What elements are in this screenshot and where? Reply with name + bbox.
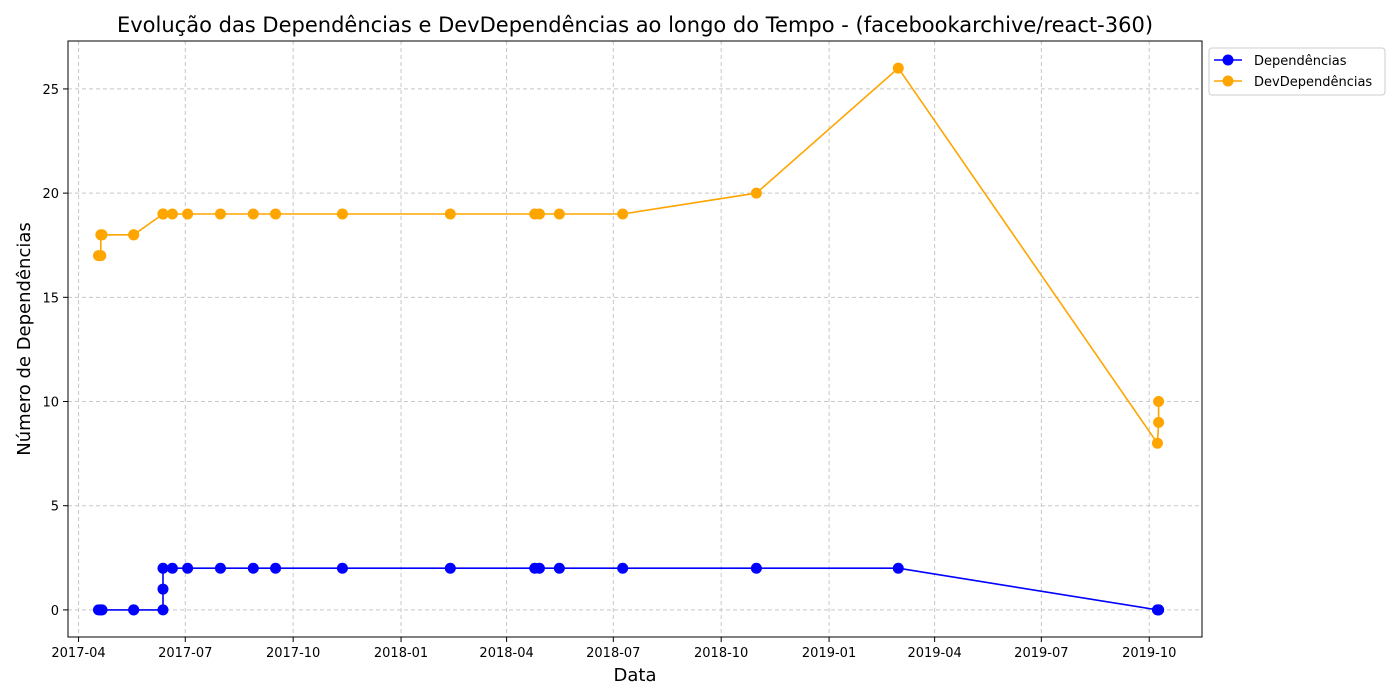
data-point bbox=[1153, 604, 1165, 616]
data-point bbox=[533, 208, 545, 220]
x-axis-ticks: 2017-04 2017-07 2017-10 2018-01 2018-04 2018-… bbox=[51, 637, 1176, 661]
data-point bbox=[270, 562, 282, 574]
x-tick-label: 2017-04 bbox=[51, 646, 105, 661]
data-point bbox=[157, 583, 169, 595]
data-point bbox=[336, 562, 348, 574]
data-point bbox=[247, 562, 259, 574]
data-point bbox=[1151, 437, 1163, 449]
data-point bbox=[1153, 416, 1165, 428]
y-axis-ticks: 0 5 10 15 20 25 bbox=[42, 83, 68, 619]
plot-area-frame bbox=[67, 40, 1203, 638]
data-point bbox=[95, 250, 107, 262]
legend-box bbox=[1208, 47, 1386, 96]
data-point bbox=[444, 562, 456, 574]
legend-label: DevDependências bbox=[1254, 75, 1372, 90]
y-axis-label: Número de Dependências bbox=[14, 222, 35, 456]
data-point bbox=[157, 562, 169, 574]
data-point bbox=[617, 208, 629, 220]
x-tick-label: 2017-07 bbox=[158, 646, 212, 661]
x-tick-label: 2018-04 bbox=[479, 646, 533, 661]
data-point bbox=[553, 562, 565, 574]
data-point bbox=[157, 208, 169, 220]
series-2 bbox=[92, 62, 1165, 449]
legend-marker bbox=[1222, 54, 1234, 66]
data-point bbox=[750, 562, 762, 574]
data-point bbox=[128, 604, 140, 616]
y-tick-label: 15 bbox=[42, 291, 59, 306]
data-point bbox=[1153, 396, 1165, 408]
data-point bbox=[553, 208, 565, 220]
y-tick-label: 20 bbox=[42, 187, 59, 202]
data-point bbox=[892, 62, 904, 74]
data-point bbox=[96, 604, 108, 616]
data-point bbox=[166, 208, 178, 220]
data-point bbox=[182, 208, 194, 220]
x-tick-label: 2018-07 bbox=[586, 646, 640, 661]
data-point bbox=[182, 562, 194, 574]
x-tick-label: 2019-01 bbox=[802, 646, 856, 661]
series-line bbox=[98, 66, 1160, 446]
x-tick-label: 2017-10 bbox=[266, 646, 320, 661]
chart-title: Evolução das Dependências e DevDependênc… bbox=[117, 13, 1153, 37]
data-point bbox=[336, 208, 348, 220]
data-point bbox=[533, 562, 545, 574]
data-point bbox=[617, 562, 629, 574]
y-tick-label: 5 bbox=[51, 500, 59, 515]
series-1 bbox=[92, 562, 1165, 616]
legend: Dependências DevDependências bbox=[1208, 47, 1386, 96]
data-point bbox=[214, 562, 226, 574]
x-tick-label: 2018-01 bbox=[374, 646, 428, 661]
data-point bbox=[750, 187, 762, 199]
grid bbox=[68, 41, 1202, 637]
data-point bbox=[270, 208, 282, 220]
x-tick-label: 2019-07 bbox=[1014, 646, 1068, 661]
data-point bbox=[214, 208, 226, 220]
data-point bbox=[96, 229, 108, 241]
x-tick-label: 2019-04 bbox=[907, 646, 961, 661]
y-tick-label: 10 bbox=[42, 396, 59, 411]
x-tick-label: 2018-10 bbox=[694, 646, 748, 661]
series-layer bbox=[92, 62, 1165, 616]
series-line bbox=[98, 567, 1159, 611]
data-point bbox=[166, 562, 178, 574]
legend-marker bbox=[1222, 75, 1234, 87]
data-point bbox=[892, 562, 904, 574]
x-axis-label: Data bbox=[614, 665, 657, 686]
y-tick-label: 0 bbox=[51, 604, 59, 619]
x-tick-label: 2019-10 bbox=[1122, 646, 1176, 661]
data-point bbox=[157, 604, 169, 616]
data-point bbox=[247, 208, 259, 220]
y-tick-label: 25 bbox=[42, 83, 59, 98]
legend-label: Dependências bbox=[1254, 54, 1347, 69]
data-point bbox=[128, 229, 140, 241]
data-point bbox=[444, 208, 456, 220]
